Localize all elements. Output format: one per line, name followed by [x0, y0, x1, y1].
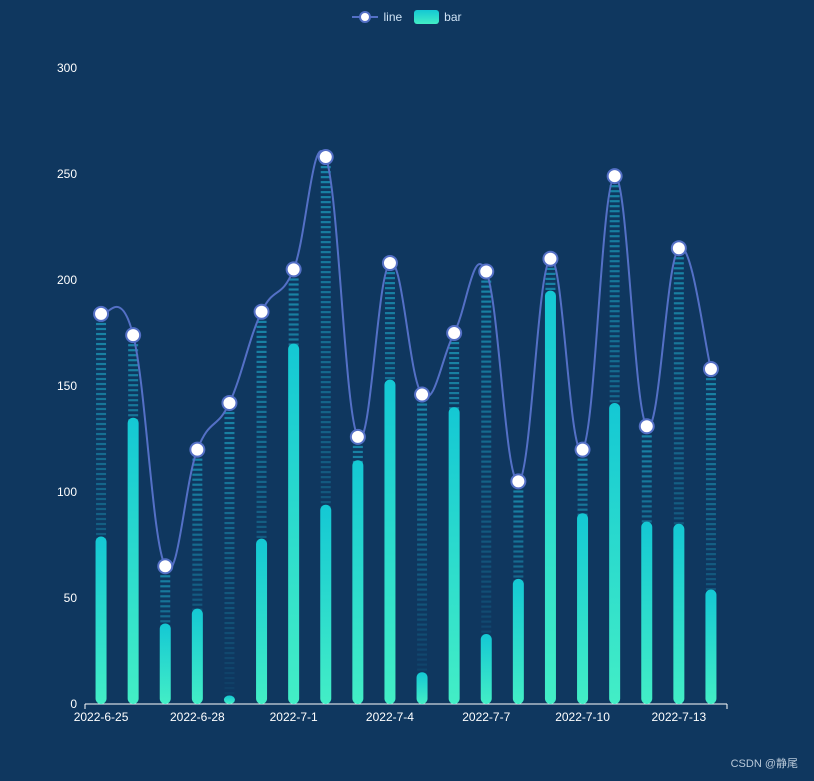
line-point: [317, 149, 334, 166]
line-point: [253, 303, 270, 320]
y-tick-label: 150: [57, 379, 77, 393]
y-tick-label: 300: [57, 61, 77, 75]
line-point: [285, 261, 302, 278]
x-tick-label: 2022-6-25: [74, 710, 129, 724]
bar: [95, 536, 107, 704]
x-tick-label: 2022-6-28: [170, 710, 225, 724]
line-point: [606, 168, 623, 185]
bar: [577, 513, 589, 704]
dotted-bar: [417, 398, 428, 706]
bar: [544, 290, 556, 704]
bar: [641, 521, 653, 704]
line-point: [542, 250, 559, 267]
legend-item-bar[interactable]: bar: [414, 10, 462, 24]
line-point: [510, 473, 527, 490]
bar: [416, 672, 428, 704]
line-point: [670, 240, 687, 257]
line-point: [478, 263, 495, 280]
legend-item-line[interactable]: line: [352, 10, 402, 24]
bar: [673, 523, 685, 704]
line-point: [221, 394, 238, 411]
line-point: [125, 327, 142, 344]
line-point: [189, 441, 206, 458]
line-points: [93, 149, 719, 575]
y-tick-label: 0: [70, 697, 77, 711]
x-tick-label: 2022-7-4: [366, 710, 414, 724]
line-point: [574, 441, 591, 458]
x-tick-label: 2022-7-7: [462, 710, 510, 724]
y-tick-label: 50: [64, 591, 78, 605]
watermark: CSDN @静尾: [730, 758, 798, 770]
bar: [480, 634, 492, 704]
bar: [191, 608, 203, 704]
x-axis: 2022-6-25 2022-6-28 2022-7-1 2022-7-4 2022-7…: [74, 703, 728, 724]
line-point: [702, 361, 719, 378]
y-axis: 0 50 100 150 200 250 300: [57, 61, 77, 711]
line-point: [446, 325, 463, 341]
bar-series: [95, 290, 717, 704]
y-tick-label: 100: [57, 485, 77, 499]
bar: [288, 343, 300, 704]
legend-label-line: line: [383, 10, 403, 24]
bar: [352, 460, 364, 704]
line-point: [638, 418, 655, 435]
bar: [448, 407, 460, 704]
line-point: [157, 558, 174, 575]
bar: [223, 695, 235, 704]
bar: [705, 589, 717, 704]
x-tick-label: 2022-7-13: [651, 710, 706, 724]
line-legend-icon: [352, 11, 379, 23]
bar: [384, 379, 396, 704]
line-point: [93, 305, 110, 322]
bar: [159, 623, 171, 704]
x-tick-label: 2022-7-1: [270, 710, 318, 724]
bar-legend-icon: [414, 10, 440, 24]
legend-label-bar: bar: [444, 10, 462, 24]
dotted-bar: [224, 406, 235, 705]
y-tick-label: 250: [57, 167, 77, 181]
bar: [609, 402, 621, 704]
line-point: [414, 386, 431, 403]
legend: line bar: [0, 10, 814, 24]
line-point: [349, 428, 366, 445]
line-point: [381, 255, 398, 272]
bar: [256, 538, 268, 704]
dotted-bars: [96, 161, 716, 706]
y-tick-label: 200: [57, 273, 77, 287]
bar: [127, 417, 139, 704]
bar: [320, 504, 332, 704]
bar: [512, 578, 524, 704]
x-tick-label: 2022-7-10: [555, 710, 610, 724]
